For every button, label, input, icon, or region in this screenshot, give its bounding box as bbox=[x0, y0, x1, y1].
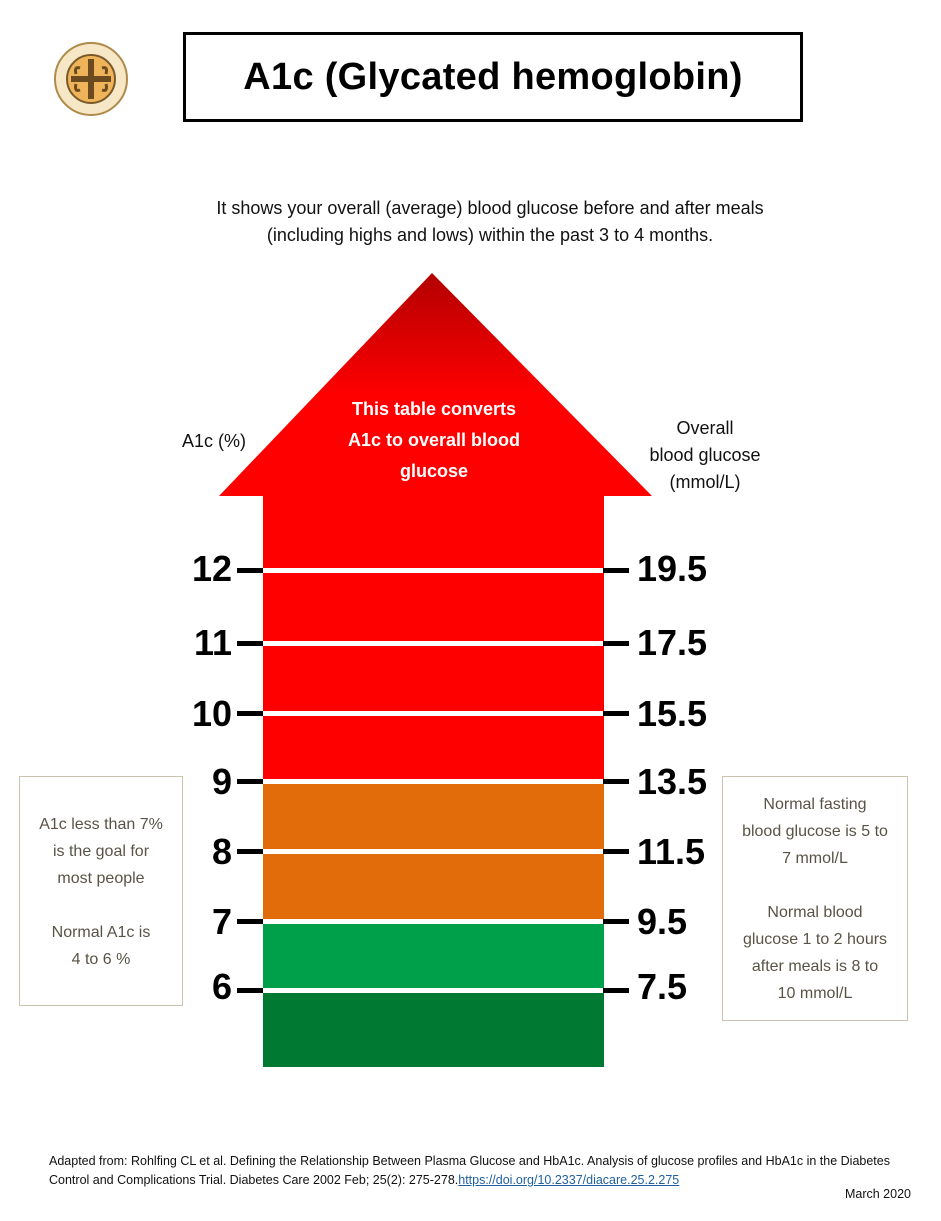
intro-line-2: (including highs and lows) within the pa… bbox=[266, 225, 714, 245]
band-green bbox=[263, 921, 604, 992]
publication-date: March 2020 bbox=[844, 1187, 911, 1201]
intro-text: It shows your overall (average) blood gl… bbox=[120, 195, 860, 249]
note-line: glucose 1 to 2 hours bbox=[742, 931, 888, 948]
row-divider bbox=[263, 779, 604, 784]
glucose-label: 7.5 bbox=[637, 966, 688, 1007]
right-axis-title-line-1: Overall bbox=[676, 418, 734, 438]
glucose-label: 19.5 bbox=[637, 548, 708, 589]
organization-logo bbox=[54, 42, 128, 116]
a1c-label: 6 bbox=[211, 966, 232, 1007]
a1c-label: 10 bbox=[191, 693, 232, 734]
note-line: 7 mmol/L bbox=[782, 850, 848, 867]
row-divider bbox=[263, 849, 604, 854]
row-divider bbox=[263, 568, 604, 573]
tick-mark bbox=[237, 988, 263, 993]
glucose-label: 15.5 bbox=[637, 693, 708, 734]
note-line: Normal fasting bbox=[763, 796, 867, 813]
arrow-caption: This table converts A1c to overall blood… bbox=[300, 394, 568, 487]
a1c-goal-note: A1c less than 7% is the goal for most pe… bbox=[19, 776, 183, 1006]
note-line: A1c less than 7% bbox=[39, 816, 163, 833]
intro-line-1: It shows your overall (average) blood gl… bbox=[216, 198, 764, 218]
tick-mark bbox=[237, 779, 263, 784]
tick-mark bbox=[603, 849, 629, 854]
note-line: 4 to 6 % bbox=[71, 951, 131, 968]
arrow-caption-line-1: This table converts bbox=[351, 399, 517, 419]
tick-mark bbox=[237, 568, 263, 573]
tick-mark bbox=[603, 568, 629, 573]
glucose-label: 17.5 bbox=[637, 622, 708, 663]
row-divider bbox=[263, 988, 604, 993]
note-line: Normal A1c is bbox=[51, 924, 151, 941]
tick-mark bbox=[603, 988, 629, 993]
right-axis-title: Overall blood glucose (mmol/L) bbox=[630, 415, 780, 496]
arrow-caption-line-2: A1c to overall blood bbox=[347, 430, 521, 450]
a1c-label: 12 bbox=[191, 548, 232, 589]
citation-text: Adapted from: Rohlfing CL et al. Definin… bbox=[49, 1154, 890, 1187]
tick-mark bbox=[237, 641, 263, 646]
arrow-caption-line-3: glucose bbox=[399, 461, 469, 481]
tick-mark bbox=[237, 919, 263, 924]
tick-mark bbox=[603, 779, 629, 784]
glucose-label: 9.5 bbox=[637, 901, 688, 942]
band-dark-green bbox=[263, 992, 604, 1067]
glucose-label: 13.5 bbox=[637, 761, 708, 802]
tick-mark bbox=[603, 641, 629, 646]
note-line: most people bbox=[57, 870, 145, 887]
citation: Adapted from: Rohlfing CL et al. Definin… bbox=[49, 1152, 909, 1190]
note-spacer bbox=[723, 872, 907, 899]
note-line: 10 mmol/L bbox=[777, 985, 853, 1002]
row-divider bbox=[263, 641, 604, 646]
a1c-label: 9 bbox=[211, 761, 232, 802]
a1c-label: 8 bbox=[211, 831, 232, 872]
right-axis-title-line-3: (mmol/L) bbox=[669, 472, 741, 492]
note-line: blood glucose is 5 to bbox=[742, 823, 888, 840]
note-line: after meals is 8 to bbox=[751, 958, 879, 975]
note-spacer bbox=[20, 892, 182, 919]
band-red bbox=[263, 495, 604, 781]
tick-mark bbox=[603, 711, 629, 716]
note-line: Normal blood bbox=[767, 904, 863, 921]
a1c-label: 7 bbox=[211, 901, 232, 942]
a1c-label: 11 bbox=[193, 622, 232, 663]
doi-link[interactable]: https://doi.org/10.2337/diacare.25.2.275 bbox=[458, 1173, 680, 1187]
normal-glucose-note: Normal fasting blood glucose is 5 to 7 m… bbox=[722, 776, 908, 1021]
tick-mark bbox=[237, 711, 263, 716]
tick-mark bbox=[237, 849, 263, 854]
row-divider bbox=[263, 919, 604, 924]
page-title: A1c (Glycated hemoglobin) bbox=[183, 32, 803, 122]
arrow-head bbox=[219, 273, 652, 496]
right-axis-title-line-2: blood glucose bbox=[649, 445, 761, 465]
glucose-label: 11.5 bbox=[637, 831, 706, 872]
tick-mark bbox=[603, 919, 629, 924]
note-line: is the goal for bbox=[52, 843, 150, 860]
row-divider bbox=[263, 711, 604, 716]
left-axis-title: A1c (%) bbox=[181, 431, 246, 451]
